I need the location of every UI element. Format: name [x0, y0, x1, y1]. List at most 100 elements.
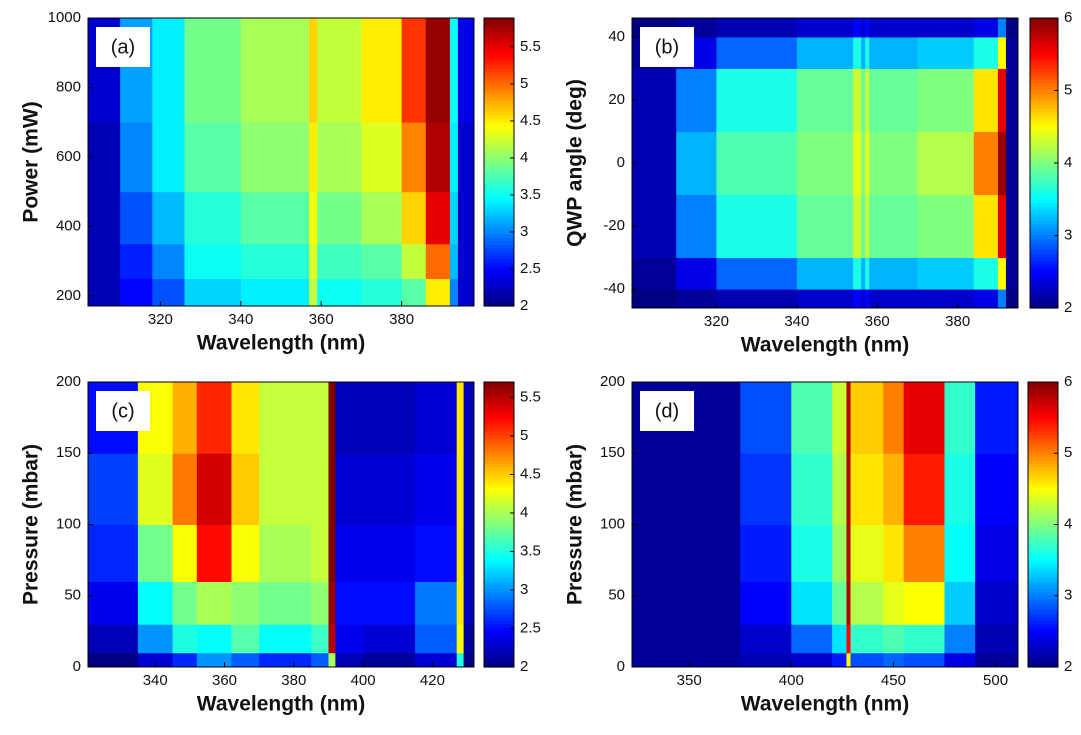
- colorbar-tick-label: 5: [520, 427, 528, 444]
- colorbar-segment: [1028, 624, 1058, 629]
- colorbar-segment: [1030, 47, 1058, 52]
- heatmap-cell: [796, 131, 854, 196]
- colorbar-segment: [1028, 385, 1058, 390]
- colorbar-segment: [1030, 105, 1058, 110]
- heatmap-cell: [328, 524, 336, 582]
- colorbar-segment: [484, 449, 514, 454]
- heatmap-cell: [317, 278, 362, 307]
- colorbar-segment: [484, 567, 514, 572]
- heatmap-cell: [740, 524, 792, 582]
- heatmap-cell: [259, 624, 312, 654]
- heatmap-cell: [861, 194, 866, 259]
- colorbar-tick-label: 4: [1064, 154, 1072, 171]
- heatmap-cell: [997, 36, 1007, 69]
- colorbar-segment: [1030, 108, 1058, 113]
- heatmap-cell: [796, 289, 854, 309]
- colorbar-segment: [484, 467, 514, 472]
- colorbar-segment: [484, 463, 514, 469]
- heatmap-cell: [865, 36, 870, 69]
- colorbar-segment: [1028, 542, 1058, 547]
- colorbar-segment: [484, 270, 514, 275]
- heatmap-cell: [861, 18, 866, 38]
- colorbar-segment: [1028, 659, 1058, 665]
- heatmap-cell: [883, 581, 905, 625]
- heatmap-cell: [449, 122, 459, 193]
- colorbar-segment: [1030, 155, 1058, 160]
- colorbar-tick-label: 4.5: [520, 112, 541, 129]
- colorbar-segment: [484, 241, 514, 246]
- heatmap-cell: [328, 382, 336, 454]
- colorbar-segment: [484, 574, 514, 579]
- colorbar-segment: [1030, 213, 1058, 218]
- heatmap-cell: [361, 278, 403, 307]
- colorbar-segment: [484, 118, 514, 123]
- colorbar-segment: [484, 190, 514, 195]
- heatmap-cell: [152, 278, 185, 307]
- heatmap-cell: [335, 453, 364, 525]
- colorbar-segment: [484, 396, 514, 401]
- heatmap-cell: [172, 624, 198, 654]
- colorbar-segment: [484, 36, 514, 41]
- colorbar-segment: [484, 126, 514, 131]
- colorbar-segment: [1028, 617, 1058, 622]
- colorbar-segment: [1028, 428, 1058, 433]
- heatmap-cell: [861, 68, 866, 132]
- colorbar-segment: [484, 122, 514, 127]
- heatmap-cell: [240, 122, 310, 193]
- y-tick-label: 800: [56, 78, 81, 95]
- colorbar-segment: [1028, 403, 1058, 408]
- colorbar-segment: [1030, 300, 1058, 305]
- y-tick-label: 20: [608, 91, 625, 108]
- colorbar-segment: [1030, 235, 1058, 240]
- colorbar-segment: [1030, 242, 1058, 247]
- colorbar-segment: [1030, 268, 1058, 273]
- heatmap-cell: [850, 453, 884, 525]
- heatmap-cell: [317, 243, 362, 280]
- colorbar-segment: [484, 115, 514, 120]
- colorbar-segment: [484, 531, 514, 536]
- colorbar-segment: [1030, 195, 1058, 200]
- heatmap-cell: [88, 243, 121, 280]
- heatmap-cell: [363, 652, 416, 668]
- heatmap-cell: [120, 191, 153, 245]
- heatmap-cell: [328, 453, 336, 525]
- heatmap-cell: [997, 18, 1007, 38]
- colorbar-segment: [484, 97, 514, 102]
- colorbar-segment: [1028, 649, 1058, 654]
- colorbar-segment: [484, 545, 514, 551]
- heatmap-cell: [240, 18, 310, 123]
- heatmap-cell: [456, 624, 465, 654]
- y-tick-label: 50: [608, 587, 625, 604]
- colorbar-segment: [1030, 54, 1058, 59]
- heatmap-cell: [415, 524, 458, 582]
- colorbar-segment: [484, 399, 514, 404]
- colorbar-segment: [484, 549, 514, 554]
- colorbar-segment: [484, 208, 514, 213]
- colorbar-segment: [1028, 577, 1058, 583]
- colorbar-segment: [484, 187, 514, 192]
- heatmap-cell: [997, 68, 1007, 132]
- heatmap-cell: [231, 581, 260, 625]
- plot-frame: [87, 17, 475, 307]
- heatmap-cell: [850, 581, 884, 625]
- heatmap-cell: [401, 122, 427, 193]
- colorbar-segment: [1030, 304, 1058, 309]
- colorbar-segment: [1030, 57, 1058, 63]
- colorbar-segment: [484, 417, 514, 422]
- colorbar-segment: [1030, 271, 1058, 276]
- colorbar-segment: [484, 111, 514, 116]
- colorbar-segment: [1030, 152, 1058, 157]
- colorbar-segment: [484, 659, 514, 665]
- colorbar-segment: [1028, 449, 1058, 454]
- x-tick-label: 450: [881, 672, 906, 689]
- y-axis-label: Power (mW): [20, 101, 43, 222]
- colorbar-segment: [484, 61, 514, 66]
- heatmap-cell: [973, 68, 999, 132]
- heatmap-cell: [975, 581, 1019, 625]
- heatmap-cell: [1005, 18, 1019, 38]
- colorbar-segment: [1030, 163, 1058, 168]
- heatmap-cell: [335, 624, 364, 654]
- heatmap-cell: [456, 453, 465, 525]
- colorbar-segment: [1030, 137, 1058, 142]
- colorbar-tick-label: 3.5: [520, 186, 541, 203]
